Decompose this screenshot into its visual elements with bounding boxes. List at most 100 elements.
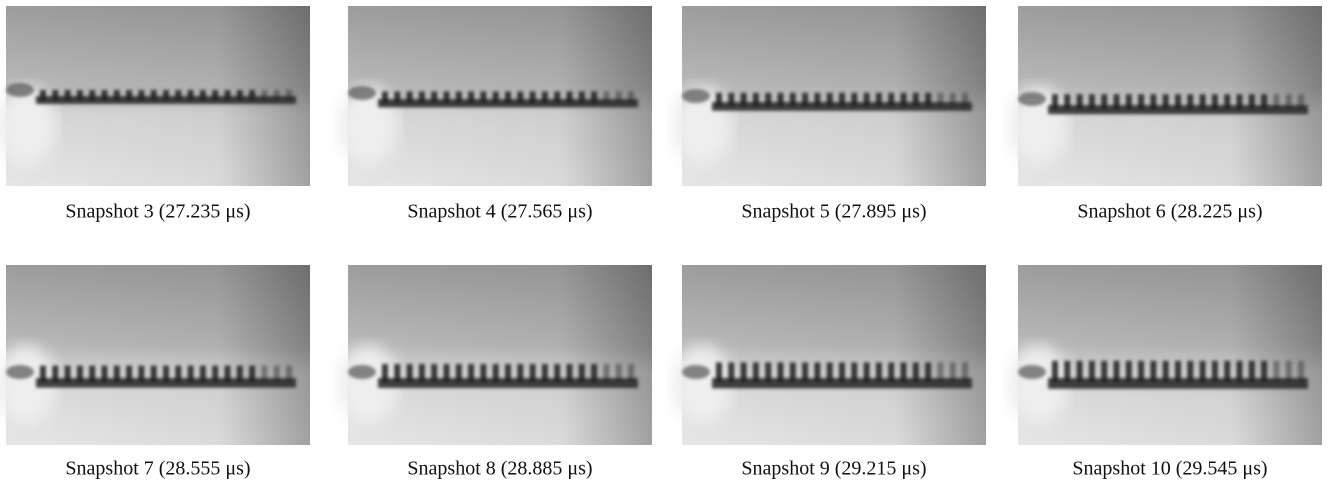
- comb-tooth: [418, 364, 425, 382]
- comb-tooth: [1088, 94, 1095, 109]
- comb-tooth: [138, 90, 145, 100]
- comb-tooth: [394, 364, 401, 382]
- comb-tooth: [261, 365, 268, 382]
- comb-tooth: [236, 365, 243, 382]
- comb-tooth: [851, 362, 858, 382]
- image-blob: [0, 86, 56, 166]
- comb-tooth: [443, 364, 450, 382]
- comb-tooth: [1113, 360, 1120, 382]
- comb-tooth: [480, 364, 487, 382]
- comb-tooth: [839, 92, 845, 106]
- comb-tooth: [505, 364, 511, 382]
- snapshot-panel: [0, 6, 310, 186]
- comb-tooth: [286, 90, 292, 100]
- comb-tooth: [64, 365, 71, 382]
- comb-tooth: [814, 362, 821, 382]
- comb-tooth: [89, 90, 96, 100]
- comb-tooth: [455, 364, 462, 382]
- comb-tooth: [150, 90, 157, 100]
- comb-tooth: [382, 364, 388, 382]
- comb-tooth: [802, 362, 809, 382]
- comb-tip: [348, 86, 376, 100]
- comb-tooth: [1298, 360, 1304, 382]
- comb-tooth: [492, 364, 499, 382]
- comb-tooth: [505, 91, 511, 103]
- comb-tooth: [1187, 360, 1194, 382]
- snapshot-panel: [672, 6, 986, 186]
- comb-tooth: [615, 364, 622, 382]
- comb-tooth: [249, 365, 256, 382]
- comb-tooth: [175, 365, 182, 382]
- comb-tooth: [1138, 94, 1145, 109]
- comb-tooth: [566, 364, 573, 382]
- comb-tooth: [212, 365, 219, 382]
- comb-tooth: [52, 90, 59, 100]
- comb-tooth: [76, 90, 83, 100]
- comb-tooth: [863, 362, 870, 382]
- comb-tooth: [443, 91, 450, 103]
- comb-bar: [1048, 105, 1308, 115]
- comb-tooth: [1113, 94, 1120, 109]
- comb-tooth: [64, 90, 71, 100]
- comb-tooth: [1162, 360, 1169, 382]
- comb-tooth: [529, 364, 536, 382]
- comb-tooth: [1052, 360, 1058, 382]
- comb-tooth: [777, 92, 784, 106]
- comb-tooth: [1261, 360, 1268, 382]
- comb-tooth: [126, 365, 133, 382]
- comb-tooth: [212, 90, 219, 100]
- comb-tooth: [101, 365, 108, 382]
- comb-tooth: [925, 92, 932, 106]
- comb-tooth: [1248, 94, 1255, 109]
- comb-tooth: [1052, 94, 1058, 109]
- comb-tooth: [765, 92, 772, 106]
- comb-tooth: [578, 364, 585, 382]
- snapshot-caption: Snapshot 6 (28.225 μs): [1077, 201, 1262, 223]
- image-shade: [682, 265, 986, 445]
- comb-tip: [682, 365, 710, 379]
- comb-tooth: [89, 365, 96, 382]
- comb-tooth: [925, 362, 932, 382]
- comb-bar: [36, 378, 296, 388]
- comb-tooth: [789, 92, 796, 106]
- comb-tooth: [912, 92, 919, 106]
- snapshot-panel: [1008, 6, 1322, 186]
- comb-tooth: [273, 365, 280, 382]
- comb-tooth: [224, 90, 231, 100]
- comb-tooth: [826, 92, 833, 106]
- comb-tooth: [740, 92, 747, 106]
- comb-tooth: [394, 91, 401, 103]
- comb-bar: [378, 378, 638, 388]
- snapshot-panel: [338, 265, 652, 445]
- comb-tooth: [888, 92, 895, 106]
- comb-tooth: [789, 362, 796, 382]
- comb-tooth: [199, 365, 206, 382]
- comb-tooth: [603, 364, 610, 382]
- snapshot-caption: Snapshot 8 (28.885 μs): [407, 458, 592, 480]
- comb-tip: [6, 83, 34, 97]
- comb-tooth: [728, 362, 735, 382]
- comb-tooth: [541, 91, 548, 103]
- comb-tooth: [912, 362, 919, 382]
- comb-tooth: [1150, 360, 1157, 382]
- comb-tooth: [949, 92, 956, 106]
- comb-tooth: [937, 362, 944, 382]
- comb-tooth: [163, 365, 169, 382]
- comb-tooth: [900, 92, 907, 106]
- comb-tooth: [962, 92, 968, 106]
- comb-tooth: [1088, 360, 1095, 382]
- comb-tooth: [163, 90, 169, 100]
- comb-tooth: [431, 364, 438, 382]
- comb-tooth: [1248, 360, 1255, 382]
- snapshot-panel: [1008, 265, 1322, 445]
- comb-tooth: [839, 362, 845, 382]
- comb-structure: [1018, 360, 1308, 389]
- comb-tooth: [875, 92, 882, 106]
- comb-bar: [1048, 378, 1308, 389]
- comb-tooth: [716, 362, 722, 382]
- comb-tooth: [802, 92, 809, 106]
- comb-tooth: [1150, 94, 1157, 109]
- image-shade: [6, 265, 310, 445]
- comb-tooth: [286, 365, 292, 382]
